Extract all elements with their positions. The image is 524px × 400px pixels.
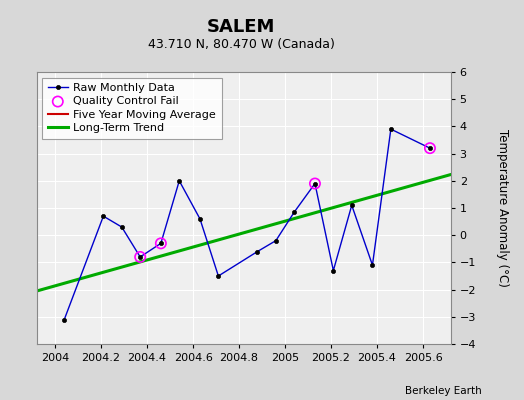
Y-axis label: Temperature Anomaly (°C): Temperature Anomaly (°C): [496, 129, 509, 287]
Raw Monthly Data: [176, 178, 182, 183]
Raw Monthly Data: [158, 241, 164, 246]
Text: 43.710 N, 80.470 W (Canada): 43.710 N, 80.470 W (Canada): [148, 38, 334, 51]
Raw Monthly Data: [61, 317, 68, 322]
Quality Control Fail: [136, 254, 144, 260]
Raw Monthly Data: [118, 225, 125, 230]
Text: SALEM: SALEM: [207, 18, 275, 36]
Raw Monthly Data: [330, 268, 336, 273]
Raw Monthly Data: [197, 216, 203, 221]
Raw Monthly Data: [291, 210, 298, 214]
Raw Monthly Data: [137, 254, 143, 259]
Line: Raw Monthly Data: Raw Monthly Data: [62, 127, 432, 322]
Quality Control Fail: [426, 145, 434, 151]
Raw Monthly Data: [369, 263, 376, 268]
Raw Monthly Data: [272, 238, 279, 243]
Raw Monthly Data: [215, 274, 222, 278]
Raw Monthly Data: [348, 203, 355, 208]
Quality Control Fail: [311, 180, 319, 187]
Legend: Raw Monthly Data, Quality Control Fail, Five Year Moving Average, Long-Term Tren: Raw Monthly Data, Quality Control Fail, …: [42, 78, 222, 139]
Raw Monthly Data: [312, 181, 318, 186]
Raw Monthly Data: [100, 214, 106, 218]
Raw Monthly Data: [254, 249, 260, 254]
Text: Berkeley Earth: Berkeley Earth: [406, 386, 482, 396]
Quality Control Fail: [157, 240, 165, 246]
Raw Monthly Data: [388, 127, 394, 132]
Raw Monthly Data: [427, 146, 433, 150]
